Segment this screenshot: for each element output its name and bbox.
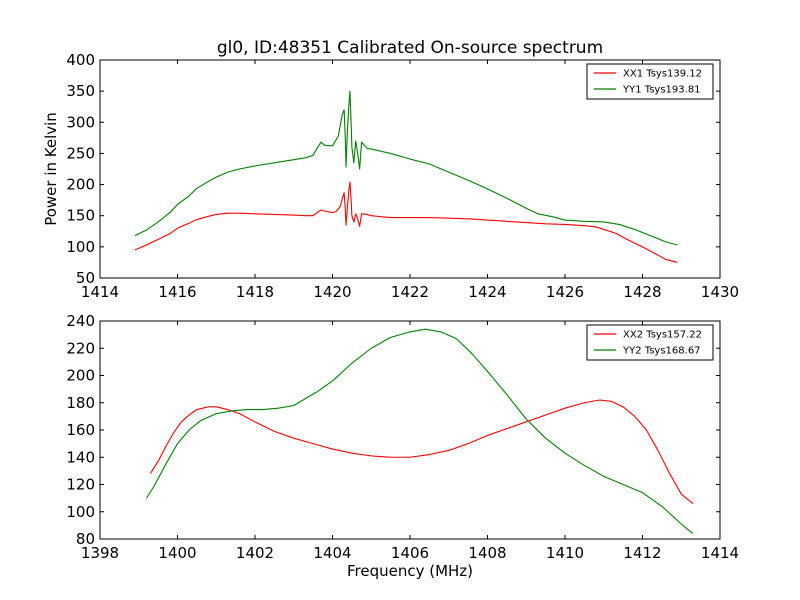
top-x-tick-label: 1414 <box>81 283 119 301</box>
bottom-series-layer <box>146 328 694 534</box>
top-series-line-xx1 <box>134 181 678 263</box>
top-y-axis-label: Power in Kelvin <box>42 112 60 226</box>
bottom-y-tick-label: 220 <box>66 339 95 357</box>
top-x-tick-label: 1426 <box>546 283 584 301</box>
top-x-tick-label: 1428 <box>623 283 661 301</box>
top-y-tick-label: 400 <box>66 51 95 69</box>
bottom-legend-box <box>586 324 714 361</box>
top-y-tick-label: 100 <box>66 238 95 256</box>
bottom-x-axis-label: Frequency (MHz) <box>347 562 473 580</box>
top-series-line-yy1 <box>134 90 678 246</box>
bottom-frame-layer <box>99 320 721 540</box>
top-x-tick-label: 1416 <box>158 283 196 301</box>
bottom-x-tick-label: 1410 <box>546 544 584 562</box>
bottom-y-tick-label: 160 <box>66 421 95 439</box>
bottom-ticks-layer: 1398 1400 1402 1404 1406 1408 1410 1412 1414 80 10… <box>66 312 739 562</box>
bottom-y-tick-label: 120 <box>66 476 95 494</box>
top-y-tick-label: 150 <box>66 207 95 225</box>
bottom-x-tick-label: 1406 <box>391 544 429 562</box>
bottom-series-line-xx2 <box>149 399 694 504</box>
top-series-layer <box>134 90 678 263</box>
bottom-x-tick-label: 1412 <box>623 544 661 562</box>
bottom-legend: XX2 Tsys157.22 YY2 Tsys168.67 <box>586 324 714 361</box>
bottom-y-tick-label: 100 <box>66 503 95 521</box>
top-legend-label: YY1 Tsys193.81 <box>622 85 701 96</box>
chart-title: gl0, ID:48351 Calibrated On-source spect… <box>217 38 603 58</box>
bottom-x-tick-label: 1414 <box>701 544 739 562</box>
top-y-tick-label: 250 <box>66 144 95 162</box>
top-x-tick-label: 1430 <box>701 283 739 301</box>
bottom-legend-label: YY2 Tsys168.67 <box>622 346 701 357</box>
bottom-series-line-yy2 <box>146 328 694 534</box>
top-ticks-layer: 1414 1416 1418 1420 1422 1424 1426 1428 1430 50 10… <box>66 51 739 301</box>
bottom-x-tick-label: 1398 <box>81 544 119 562</box>
bottom-x-tick-label: 1400 <box>158 544 196 562</box>
top-x-tick-label: 1420 <box>313 283 351 301</box>
bottom-x-tick-label: 1402 <box>236 544 274 562</box>
top-legend-label: XX1 Tsys139.12 <box>623 69 702 80</box>
bottom-spectrum-panel: 1398 1400 1402 1404 1406 1408 1410 1412 1414 80 10… <box>66 312 739 562</box>
top-x-tick-label: 1422 <box>391 283 429 301</box>
top-axes-frame <box>99 59 721 279</box>
top-y-tick-label: 350 <box>66 82 95 100</box>
bottom-y-tick-label: 140 <box>66 448 95 466</box>
bottom-y-tick-label: 240 <box>66 312 95 330</box>
top-legend-box <box>586 63 714 100</box>
top-legend: XX1 Tsys139.12 YY1 Tsys193.81 <box>586 63 714 100</box>
top-y-tick-label: 200 <box>66 176 95 194</box>
top-spectrum-panel: 1414 1416 1418 1420 1422 1424 1426 1428 1430 50 10… <box>66 51 739 301</box>
top-y-tick-label: 300 <box>66 113 95 131</box>
bottom-y-tick-label: 200 <box>66 367 95 385</box>
bottom-y-tick-label: 180 <box>66 394 95 412</box>
bottom-y-tick-label: 80 <box>76 530 95 548</box>
top-frame-layer <box>99 59 721 279</box>
bottom-x-tick-label: 1408 <box>468 544 506 562</box>
top-x-tick-label: 1418 <box>236 283 274 301</box>
top-y-tick-label: 50 <box>76 269 95 287</box>
bottom-legend-label: XX2 Tsys157.22 <box>623 330 702 341</box>
bottom-x-tick-label: 1404 <box>313 544 351 562</box>
bottom-axes-frame <box>99 320 721 540</box>
top-x-tick-label: 1424 <box>468 283 506 301</box>
